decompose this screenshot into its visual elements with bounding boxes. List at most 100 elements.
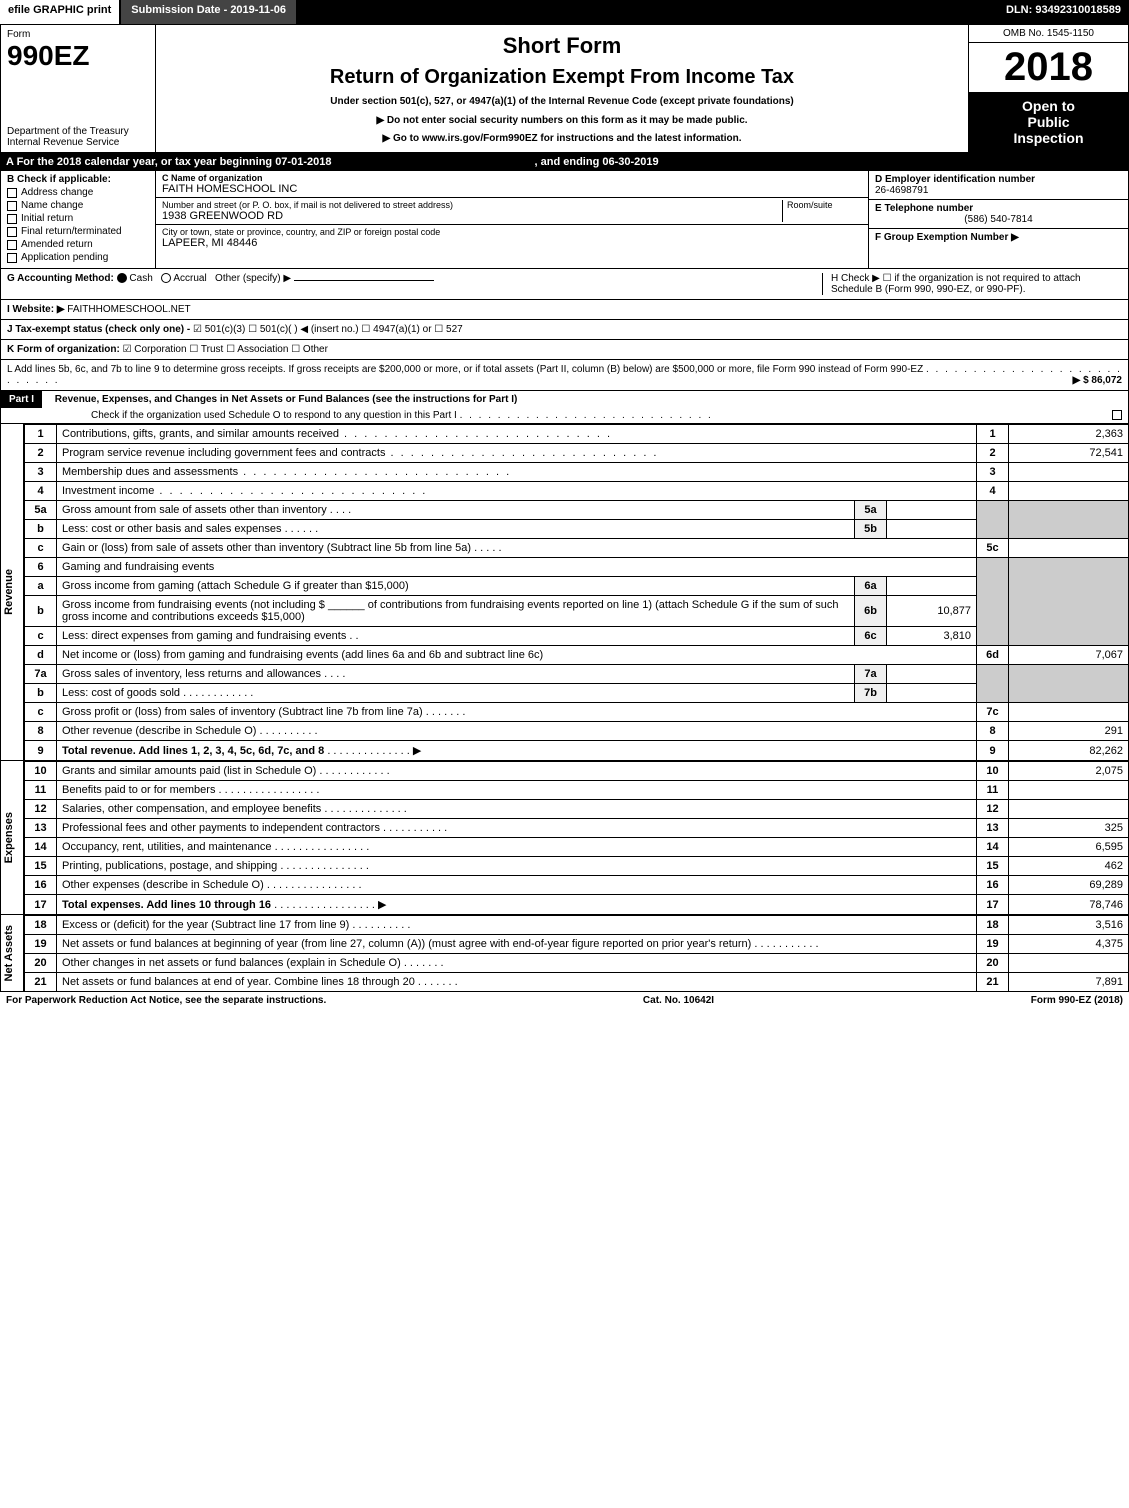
- radio-accrual[interactable]: [161, 273, 171, 283]
- line-desc: Less: direct expenses from gaming and fu…: [62, 630, 346, 642]
- part1-check-label: Check if the organization used Schedule …: [91, 410, 457, 421]
- table-row: 20Other changes in net assets or fund ba…: [25, 954, 1129, 973]
- line-ref: 16: [977, 876, 1009, 895]
- chk-initial-return[interactable]: Initial return: [7, 213, 149, 224]
- line-num: 10: [25, 762, 57, 781]
- checkbox-icon[interactable]: [7, 240, 17, 250]
- checkbox-icon[interactable]: [7, 188, 17, 198]
- line-num: 8: [25, 722, 57, 741]
- department-label: Department of the Treasury Internal Reve…: [7, 126, 149, 148]
- chk-label: Amended return: [21, 239, 93, 250]
- note-ssn: ▶ Do not enter social security numbers o…: [166, 115, 958, 126]
- netassets-table: 18Excess or (deficit) for the year (Subt…: [24, 915, 1129, 992]
- sub-val: [887, 577, 977, 596]
- table-row: 1Contributions, gifts, grants, and simil…: [25, 425, 1129, 444]
- chk-name-change[interactable]: Name change: [7, 200, 149, 211]
- phone-value: (586) 540-7814: [875, 214, 1122, 225]
- line-num: c: [25, 539, 57, 558]
- checkbox-icon[interactable]: [7, 253, 17, 263]
- dots: [339, 428, 612, 440]
- part1-header-row: Part I Revenue, Expenses, and Changes in…: [0, 391, 1129, 424]
- line-ref: 3: [977, 463, 1009, 482]
- chk-label: Initial return: [21, 213, 73, 224]
- submission-date: Submission Date - 2019-11-06: [119, 0, 298, 24]
- j-options: ☑ 501(c)(3) ☐ 501(c)( ) ◀ (insert no.) ☐…: [193, 324, 463, 335]
- form-number: 990EZ: [7, 40, 149, 72]
- line-ref: 15: [977, 857, 1009, 876]
- line-num: 4: [25, 482, 57, 501]
- footer-left: For Paperwork Reduction Act Notice, see …: [6, 995, 326, 1006]
- period-begin: A For the 2018 calendar year, or tax yea…: [6, 156, 331, 168]
- table-row: dNet income or (loss) from gaming and fu…: [25, 646, 1129, 665]
- section-b: B Check if applicable: Address change Na…: [1, 171, 156, 268]
- sub-val: [887, 520, 977, 539]
- g-other-line[interactable]: [294, 280, 434, 281]
- period-bar: A For the 2018 calendar year, or tax yea…: [0, 153, 1129, 171]
- dots: [154, 485, 427, 497]
- line-val: [1009, 781, 1129, 800]
- header-left: Form 990EZ Department of the Treasury In…: [1, 25, 156, 152]
- line-desc: Less: cost or other basis and sales expe…: [62, 523, 282, 535]
- shade-cell: [1009, 501, 1129, 539]
- chk-app-pending[interactable]: Application pending: [7, 252, 149, 263]
- shade-cell: [977, 558, 1009, 646]
- line-desc: Investment income: [62, 485, 154, 497]
- sub-val: 3,810: [887, 627, 977, 646]
- line-val: 78,746: [1009, 895, 1129, 915]
- side-label-expenses: Expenses: [1, 808, 23, 867]
- line-ref: 9: [977, 741, 1009, 761]
- checkbox-icon[interactable]: [7, 214, 17, 224]
- part1-checkbox[interactable]: [1112, 410, 1122, 420]
- chk-label: Final return/terminated: [21, 226, 122, 237]
- line-val: 325: [1009, 819, 1129, 838]
- table-row: 21Net assets or fund balances at end of …: [25, 973, 1129, 992]
- line-num: 2: [25, 444, 57, 463]
- chk-amended[interactable]: Amended return: [7, 239, 149, 250]
- line-desc: Gross amount from sale of assets other t…: [62, 504, 327, 516]
- line-val: [1009, 703, 1129, 722]
- k-label: K Form of organization:: [7, 344, 120, 355]
- line-desc: Total expenses. Add lines 10 through 16: [62, 899, 271, 911]
- chk-final-return[interactable]: Final return/terminated: [7, 226, 149, 237]
- line-num: d: [25, 646, 57, 665]
- section-b-label: B Check if applicable:: [7, 174, 149, 185]
- line-val: 7,067: [1009, 646, 1129, 665]
- checkbox-icon[interactable]: [7, 227, 17, 237]
- section-def: D Employer identification number 26-4698…: [868, 171, 1128, 268]
- revenue-section: Revenue 1Contributions, gifts, grants, a…: [0, 424, 1129, 761]
- sub-ref: 6a: [855, 577, 887, 596]
- line-num: c: [25, 627, 57, 646]
- radio-cash[interactable]: [117, 273, 127, 283]
- sub-ref: 6b: [855, 596, 887, 627]
- checkbox-icon[interactable]: [7, 201, 17, 211]
- line-desc: Grants and similar amounts paid (list in…: [62, 765, 316, 777]
- line-ref: 13: [977, 819, 1009, 838]
- efile-label[interactable]: efile GRAPHIC print: [0, 0, 119, 24]
- chk-address-change[interactable]: Address change: [7, 187, 149, 198]
- sub-val: [887, 684, 977, 703]
- header-right: OMB No. 1545-1150 2018 Open to Public In…: [968, 25, 1128, 152]
- org-address: 1938 GREENWOOD RD: [162, 210, 782, 222]
- top-bar: efile GRAPHIC print Submission Date - 20…: [0, 0, 1129, 24]
- line-num: c: [25, 703, 57, 722]
- table-row: 3Membership dues and assessments3: [25, 463, 1129, 482]
- table-row: 15Printing, publications, postage, and s…: [25, 857, 1129, 876]
- line-num: 21: [25, 973, 57, 992]
- table-row: c Less: direct expenses from gaming and f…: [25, 627, 1129, 646]
- shade-cell: [977, 665, 1009, 703]
- table-row: 10 Grants and similar amounts paid (list …: [25, 762, 1129, 781]
- note-goto: ▶ Go to www.irs.gov/Form990EZ for instru…: [166, 133, 958, 144]
- line-ref: 7c: [977, 703, 1009, 722]
- line-num: 9: [25, 741, 57, 761]
- line-ref: 4: [977, 482, 1009, 501]
- line-val: 3,516: [1009, 916, 1129, 935]
- page-footer: For Paperwork Reduction Act Notice, see …: [0, 992, 1129, 1009]
- line-ref: 20: [977, 954, 1009, 973]
- expenses-section: Expenses 10 Grants and similar amounts pa…: [0, 761, 1129, 915]
- line-desc: Occupancy, rent, utilities, and maintena…: [62, 841, 272, 853]
- d-label: D Employer identification number: [875, 174, 1122, 185]
- dots: [460, 410, 713, 421]
- footer-mid: Cat. No. 10642I: [643, 995, 714, 1006]
- line-val: [1009, 463, 1129, 482]
- line-num: 7a: [25, 665, 57, 684]
